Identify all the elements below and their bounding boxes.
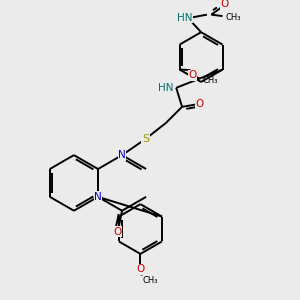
Text: S: S [142,134,149,144]
Text: HN: HN [158,83,173,93]
Text: O: O [113,227,122,237]
Text: CH₃: CH₃ [226,13,242,22]
Text: CH₃: CH₃ [203,76,218,85]
Text: CH₃: CH₃ [143,276,158,285]
Text: O: O [220,0,229,9]
Text: HN: HN [177,13,193,22]
Text: N: N [94,192,102,202]
Text: O: O [189,70,197,80]
Text: N: N [118,150,126,160]
Text: O: O [196,99,204,109]
Text: O: O [136,264,145,274]
